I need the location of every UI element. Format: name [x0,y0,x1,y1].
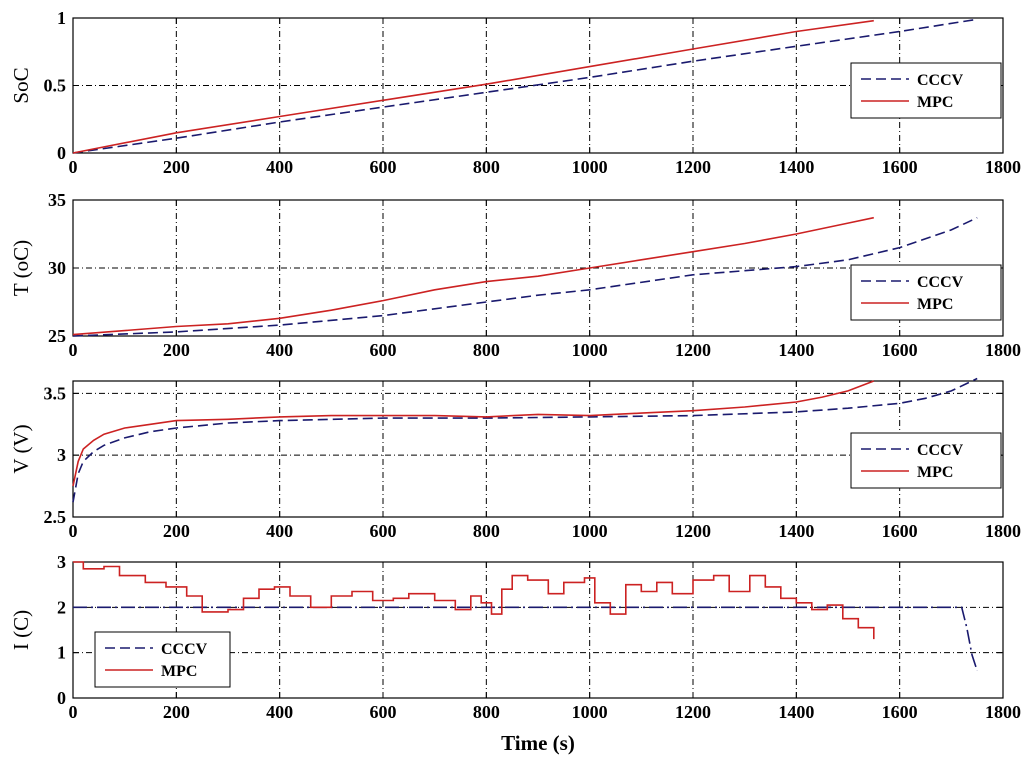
x-axis-label: Time (s) [501,731,575,755]
legend-box [850,432,1002,489]
x-tick-label: 400 [266,702,293,722]
x-tick-label: 0 [69,521,78,541]
series-line-cccv [72,18,978,154]
x-tick-label: 1600 [882,702,918,722]
x-tick-label: 1800 [985,340,1021,360]
x-tick-label: 1400 [778,521,814,541]
axes-frame [72,199,1004,337]
y-tick-label: 0.5 [44,76,67,96]
legend: CCCV MPC [850,62,1002,119]
y-axis-label: V (V) [9,424,33,473]
series-line-mpc [73,561,875,640]
legend-label-mpc: MPC [161,663,197,680]
x-tick-label: 600 [370,340,397,360]
x-tick-label: 1600 [882,521,918,541]
x-tick-label: 200 [163,340,190,360]
x-tick-label: 1200 [675,340,711,360]
x-tick-label: 1400 [778,157,814,177]
x-tick-label: 800 [473,157,500,177]
y-tick-label: 1 [57,643,66,663]
x-tick-label: 400 [266,521,293,541]
x-tick-label: 200 [163,157,190,177]
series-line-cccv [72,377,978,503]
x-tick-label: 1200 [675,157,711,177]
y-tick-label: 3 [57,552,66,572]
y-tick-label: 0 [57,688,66,708]
panel-4: 0 200 400 600 800 1000 1200 1400 1600 1800 0 1 2 3 I (… [9,552,1021,755]
y-tick-label: 2 [57,597,66,617]
legend-box [94,631,231,688]
x-tick-label: 1400 [778,340,814,360]
y-axis-label: T (oC) [9,240,33,296]
panel-3: 0 200 400 600 800 1000 1200 1400 1600 1800 2.5 3 3.5… [9,377,1021,541]
y-tick-label: 0 [57,143,66,163]
x-tick-label: 600 [370,521,397,541]
x-tick-label: 0 [69,340,78,360]
legend-label-cccv: CCCV [917,274,964,291]
y-tick-label: 3 [57,445,66,465]
y-tick-label: 1 [57,8,66,28]
x-tick-label: 1000 [572,157,608,177]
x-tick-label: 0 [69,702,78,722]
y-tick-label: 3.5 [44,383,67,403]
x-tick-label: 400 [266,157,293,177]
x-tick-label: 0 [69,157,78,177]
y-tick-label: 30 [48,258,66,278]
x-tick-label: 1600 [882,340,918,360]
series-line-cccv [73,606,978,672]
legend-label-cccv: CCCV [917,442,964,459]
x-tick-label: 800 [473,521,500,541]
x-tick-label: 600 [370,157,397,177]
x-tick-label: 1200 [675,521,711,541]
y-axis-label: I (C) [9,610,33,650]
y-tick-label: 2.5 [44,507,67,527]
legend-box [850,264,1002,321]
series-line-mpc [72,19,874,154]
x-tick-label: 1000 [572,340,608,360]
legend: CCCV MPC [850,264,1002,321]
legend-label-cccv: CCCV [917,72,964,89]
x-tick-label: 200 [163,521,190,541]
legend: CCCV MPC [850,432,1002,489]
x-tick-label: 1600 [882,157,918,177]
legend-label-mpc: MPC [917,296,953,313]
series-line-mpc [72,380,875,487]
axes-frame [72,380,1004,518]
legend: CCCV MPC [94,631,231,688]
y-tick-label: 35 [48,190,66,210]
legend-label-mpc: MPC [917,94,953,111]
x-tick-label: 600 [370,702,397,722]
series-line-mpc [72,216,874,336]
x-tick-label: 800 [473,702,500,722]
panel-2: 0 200 400 600 800 1000 1200 1400 1600 1800 25 30 35 T… [9,190,1021,360]
panel-1: 0 200 400 600 800 1000 1200 1400 1600 1800 0 0.5 1 So… [9,8,1021,177]
x-tick-label: 1800 [985,521,1021,541]
y-axis-label: SoC [9,67,33,103]
x-tick-label: 200 [163,702,190,722]
x-tick-label: 1800 [985,157,1021,177]
axes-frame [72,17,1004,154]
legend-box [850,62,1002,119]
x-tick-label: 1000 [572,521,608,541]
x-tick-label: 1000 [572,702,608,722]
x-tick-label: 1200 [675,702,711,722]
x-tick-label: 800 [473,340,500,360]
x-tick-label: 1400 [778,702,814,722]
x-tick-label: 1800 [985,702,1021,722]
series-line-cccv [72,216,978,337]
legend-label-mpc: MPC [917,464,953,481]
legend-label-cccv: CCCV [161,641,208,658]
y-tick-label: 25 [48,326,66,346]
x-tick-label: 400 [266,340,293,360]
axes-frame [72,561,1004,699]
